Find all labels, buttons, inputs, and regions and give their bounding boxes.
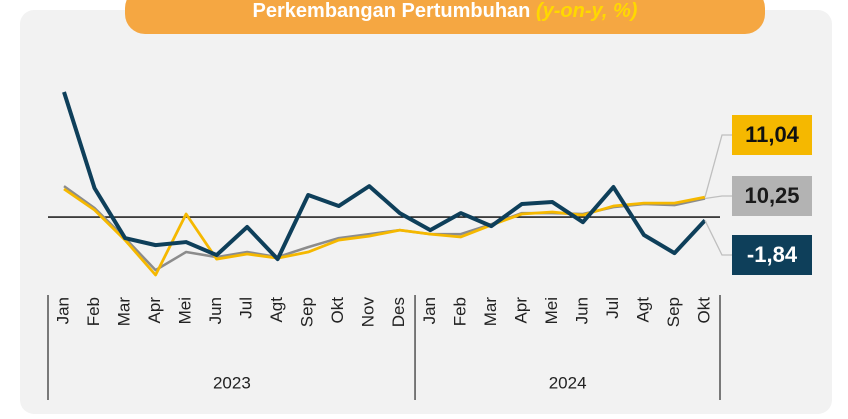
leader-line — [704, 134, 732, 198]
x-tick-label: Agt — [633, 297, 652, 323]
x-tick-label: Mar — [481, 297, 500, 327]
label-box — [732, 176, 812, 216]
x-tick-label: Jul — [603, 297, 622, 319]
data-label: 11,04 — [745, 122, 800, 147]
x-tick-label: Mei — [176, 297, 195, 324]
x-tick-label: Des — [389, 297, 408, 327]
x-tick-label: Mar — [115, 297, 134, 327]
x-tick-label: Okt — [328, 297, 347, 324]
x-group-label: 2023 — [213, 373, 251, 392]
x-tick-label: Feb — [84, 297, 103, 326]
x-tick-label: Apr — [145, 297, 164, 324]
line-series — [62, 91, 707, 262]
title-pill — [125, 0, 765, 34]
title-unit: (y-on-y, %) — [536, 0, 638, 22]
title-text: Perkembangan Pertumbuhan — [253, 0, 531, 22]
leader-line — [704, 195, 732, 200]
x-tick-label: Sep — [298, 297, 317, 327]
chart-title: Perkembangan Pertumbuhan (y-on-y, %) — [253, 0, 638, 22]
panel — [20, 10, 832, 414]
x-tick-label: Sep — [664, 297, 683, 327]
label-box — [732, 115, 812, 155]
x-tick-label: Jul — [237, 297, 256, 319]
data-label: 10,25 — [744, 183, 799, 208]
x-tick-label: Apr — [511, 297, 530, 324]
x-tick-label: Feb — [450, 297, 469, 326]
x-tick-label: Mei — [542, 297, 561, 324]
x-tick-label: Jun — [572, 297, 591, 324]
plot: Jan Feb Mar Apr Mei Jun Jul Agt Sep Okt Nov Des 2023… — [47, 91, 812, 400]
data-label: -1,84 — [747, 242, 798, 267]
x-tick-label: Agt — [267, 297, 286, 323]
x-tick-label: Nov — [359, 297, 378, 328]
x-tick-label: Jan — [53, 297, 72, 324]
x-tick-label: Jun — [206, 297, 225, 324]
label-box — [732, 235, 812, 275]
x-group-label: 2024 — [549, 373, 587, 392]
x-tick-label: Okt — [694, 297, 713, 324]
x-tick-label: Jan — [420, 297, 439, 324]
leader-line — [704, 220, 732, 256]
